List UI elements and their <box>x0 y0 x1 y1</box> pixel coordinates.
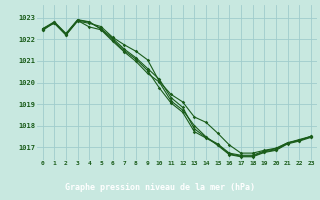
Text: Graphe pression niveau de la mer (hPa): Graphe pression niveau de la mer (hPa) <box>65 183 255 192</box>
